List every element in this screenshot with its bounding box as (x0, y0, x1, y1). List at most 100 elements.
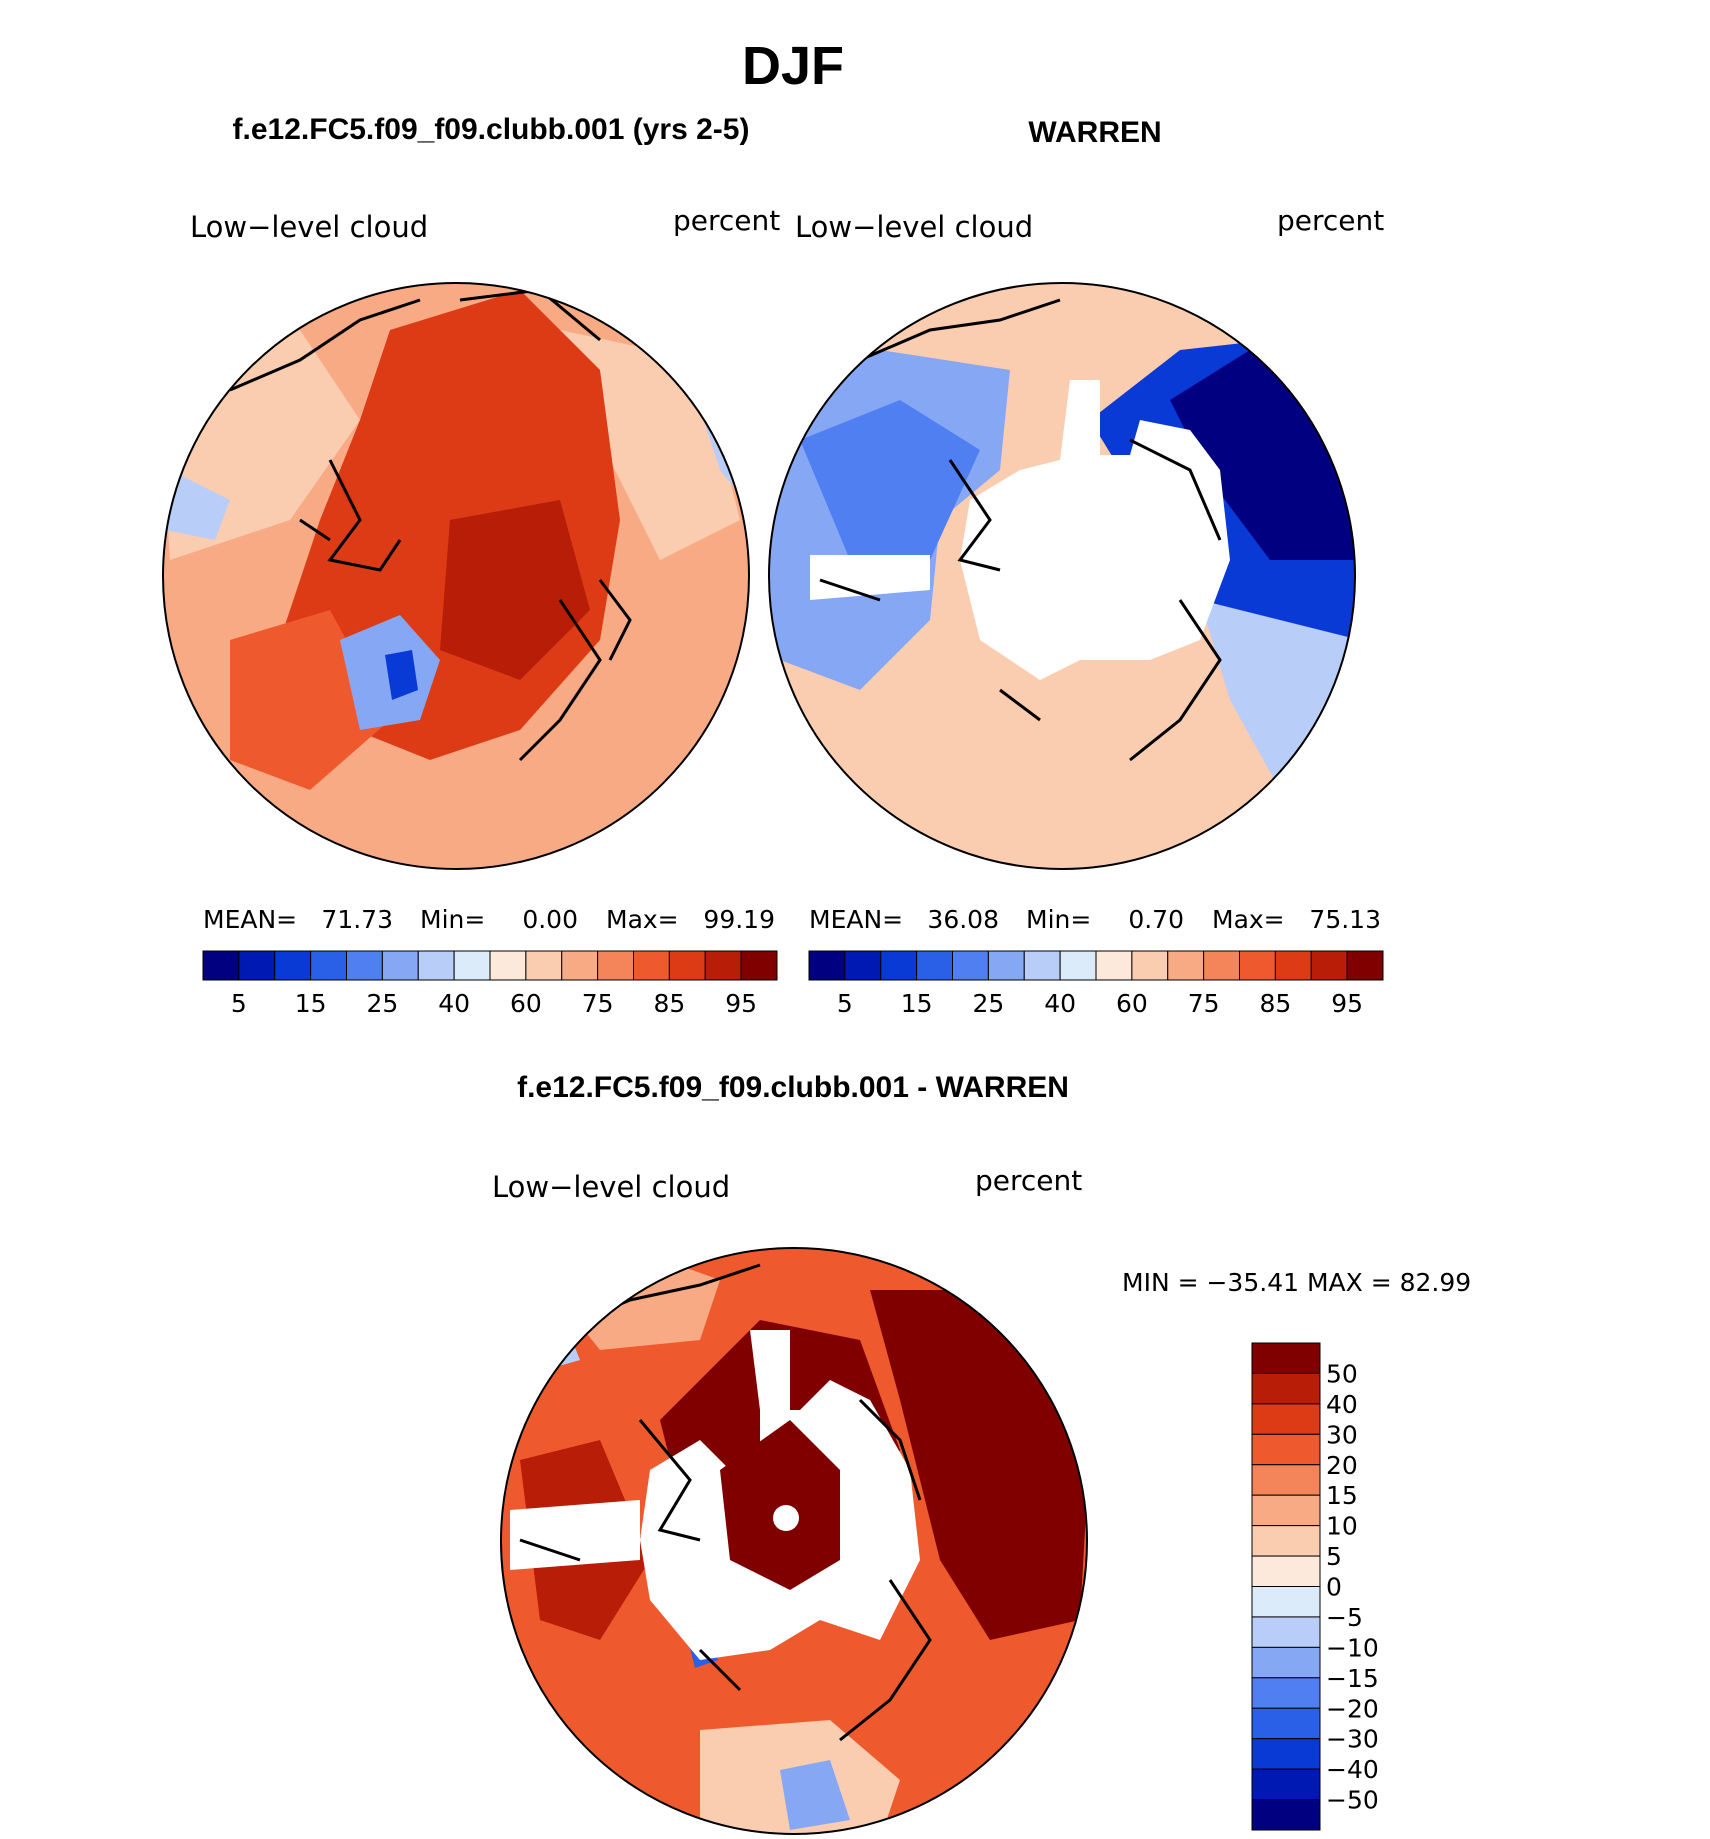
colorbar-difference-tick-label: −50 (1326, 1786, 1379, 1815)
colorbar-model-swatch (381, 950, 419, 981)
map-pole-hole (773, 1505, 799, 1531)
colorbar-difference-swatch (1251, 1707, 1321, 1740)
polar-map-difference-border (500, 1247, 1088, 1835)
colorbar-model-tick-label: 60 (510, 989, 542, 1018)
panel-obs-units-label: percent (1277, 204, 1384, 237)
colorbar-model-swatch (633, 950, 670, 981)
difference-units-label: percent (975, 1164, 1082, 1197)
colorbar-model-tick-label: 75 (582, 989, 614, 1018)
colorbar-obs-tick-label: 75 (1188, 989, 1220, 1018)
colorbar-difference-swatch (1251, 1677, 1321, 1709)
difference-min-max: MIN = −35.41 MAX = 82.99 (1122, 1268, 1471, 1297)
polar-map-model-border (162, 282, 750, 870)
colorbar-obs-tick-label: 25 (972, 989, 1004, 1018)
map-field-west-deeper (800, 400, 980, 560)
colorbar-obs-swatch (1095, 950, 1133, 981)
colorbar-difference-tick-label: −5 (1326, 1603, 1363, 1632)
colorbar-difference-swatch (1251, 1372, 1321, 1405)
colorbar-obs-swatch (987, 950, 1025, 981)
colorbar-obs-tick-label: 5 (837, 989, 853, 1018)
colorbar-difference-swatch (1251, 1403, 1321, 1435)
colorbar-obs-swatch (1346, 950, 1384, 981)
colorbar-obs-swatch (1167, 950, 1205, 981)
map-field-greenland-deep (385, 650, 418, 700)
colorbar-obs-swatch (952, 950, 989, 981)
colorbar-difference-swatch (1251, 1494, 1321, 1527)
colorbar-model-swatch (310, 950, 347, 981)
colorbar-model-tick-label: 25 (366, 989, 398, 1018)
colorbar-difference-tick-label: 30 (1326, 1420, 1358, 1449)
map-coastline (819, 298, 1222, 762)
map-coastline (519, 1263, 932, 1742)
colorbar-model-swatch (238, 950, 276, 981)
panel-model-case-title: f.e12.FC5.f09_f09.clubb.001 (yrs 2-5) (233, 113, 750, 146)
colorbar-obs-swatch (844, 950, 882, 981)
map-field-east-dark (870, 1290, 1087, 1640)
colorbar-obs-tick-label: 60 (1116, 989, 1148, 1018)
colorbar-obs-swatch (1023, 950, 1061, 981)
colorbar-difference-swatch (1251, 1555, 1321, 1587)
panel-model-stats-min: 0.00 (522, 905, 578, 934)
polar-map-model (163, 283, 749, 869)
panel-model-stats-max-label: Max= (606, 905, 679, 934)
colorbar-obs-tick-label: 95 (1331, 989, 1363, 1018)
colorbar-obs-swatch (1203, 950, 1240, 981)
colorbar-model: 5 15 25 40 60 75 85 95 (202, 950, 778, 1018)
colorbar-obs-swatch (1131, 950, 1169, 981)
colorbar-difference-swatch (1251, 1586, 1321, 1618)
panel-model-stats-max: 99.19 (703, 905, 775, 934)
colorbar-model-swatch (704, 950, 742, 981)
colorbar-difference-tick-label: 15 (1326, 1481, 1358, 1510)
colorbar-difference-tick-label: −20 (1326, 1694, 1379, 1723)
colorbar-difference-tick-label: 40 (1326, 1390, 1358, 1419)
colorbar-model-swatch (561, 950, 599, 981)
panel-obs-stats-min: 0.70 (1128, 905, 1184, 934)
colorbar-obs-tick-label: 40 (1044, 989, 1076, 1018)
panel-model-variable-label: Low−level cloud (190, 210, 428, 244)
colorbar-difference-tick-label: −30 (1326, 1725, 1379, 1754)
colorbar-difference-swatch (1251, 1525, 1321, 1557)
colorbar-difference-swatch (1251, 1616, 1321, 1648)
colorbar-model-swatch (597, 950, 634, 981)
panel-model-units-label: percent (673, 204, 780, 237)
colorbar-difference-swatch (1251, 1464, 1321, 1496)
colorbar-model-swatch (274, 950, 312, 981)
colorbar-model-tick-label: 95 (725, 989, 757, 1018)
colorbar-difference-tick-label: −10 (1326, 1633, 1379, 1662)
panel-model-stats-mean-label: MEAN= (203, 905, 297, 934)
season-title: DJF (742, 36, 844, 96)
polar-map-obs (769, 283, 1355, 869)
colorbar-difference-tick-label: −15 (1326, 1664, 1379, 1693)
colorbar-obs-tick-label: 85 (1259, 989, 1291, 1018)
colorbar-obs-swatch (916, 950, 953, 981)
colorbar-model-swatch (202, 950, 240, 981)
colorbar-difference-tick-label: 50 (1326, 1359, 1358, 1388)
polar-map-difference (501, 1248, 1087, 1834)
map-field-center-hole-ring (720, 1420, 840, 1590)
colorbar-difference-tick-label: 20 (1326, 1451, 1358, 1480)
panel-difference: f.e12.FC5.f09_f09.clubb.001 - WARREN Low… (492, 1071, 1471, 1835)
polar-map-obs-border (768, 282, 1356, 870)
panel-obs-stats-min-label: Min= (1026, 905, 1091, 934)
colorbar-obs-tick-label: 15 (901, 989, 933, 1018)
panel-obs-stats-max-label: Max= (1212, 905, 1285, 934)
panel-model-stats-mean: 71.73 (321, 905, 393, 934)
colorbar-difference-tick-label: −40 (1326, 1755, 1379, 1784)
difference-title: f.e12.FC5.f09_f09.clubb.001 - WARREN (517, 1071, 1069, 1104)
colorbar-model-swatch (417, 950, 455, 981)
colorbar-model-swatch (525, 950, 563, 981)
map-field-light-blue-patch (165, 470, 230, 540)
panel-obs-stats-mean-label: MEAN= (809, 905, 903, 934)
map-field-south-blue (780, 1760, 850, 1830)
difference-variable-label: Low−level cloud (492, 1170, 730, 1204)
colorbar-difference-tick-label: 10 (1326, 1512, 1358, 1541)
panel-model: f.e12.FC5.f09_f09.clubb.001 (yrs 2-5) Lo… (162, 113, 780, 1018)
colorbar-model-swatch (668, 950, 706, 981)
colorbar-obs-swatch (880, 950, 918, 981)
colorbar-model-swatch (489, 950, 527, 981)
map-missing-data (810, 380, 1230, 680)
colorbar-model-tick-label: 15 (295, 989, 327, 1018)
colorbar-model-tick-label: 40 (438, 989, 470, 1018)
panel-obs: WARREN Low−level cloud percent MEAN= 36.… (768, 116, 1384, 1018)
